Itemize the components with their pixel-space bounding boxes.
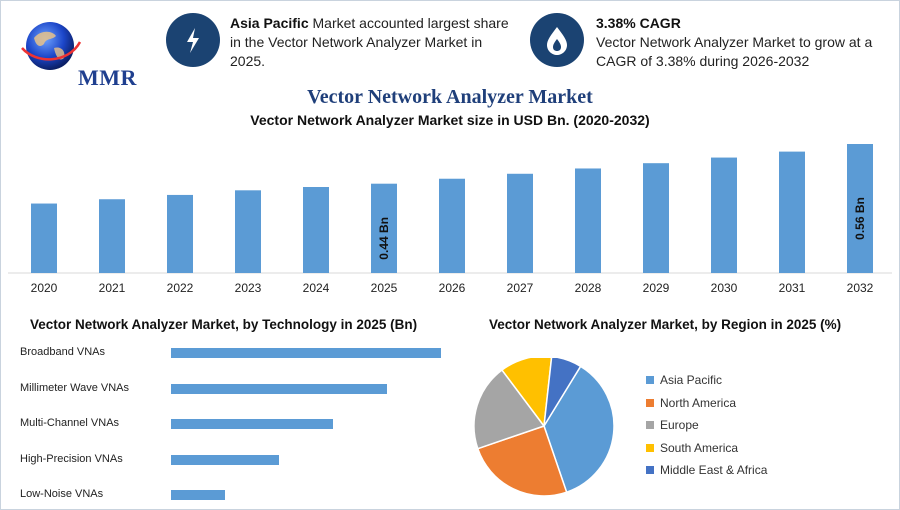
legend-swatch [646,466,654,474]
bar-2024 [303,187,329,273]
legend-label: Middle East & Africa [660,463,768,477]
x-tick-label: 2027 [507,281,534,295]
stat-asia-pacific-bold: Asia Pacific [230,15,309,31]
flame-drop-icon [530,13,584,67]
bar-2023 [235,190,261,273]
bar-chart-title: Vector Network Analyzer Market size in U… [250,112,650,128]
legend-label: North America [660,395,737,410]
pie-slice-europe [473,368,546,450]
technology-bar [171,348,441,358]
bar-2026 [439,178,465,273]
bar-2029 [643,163,669,273]
stat-asia-pacific: Asia Pacific Market accounted largest sh… [230,14,520,71]
legend-label: Europe [660,418,699,432]
stat-cagr-text: Vector Network Analyzer Market to grow a… [596,34,873,69]
bar-2025 [371,183,397,273]
technology-bar [171,454,279,465]
bar-2022 [167,194,193,273]
bar-2030 [711,157,737,273]
technology-category-label: High-Precision VNAs [20,452,123,465]
pie-slice-middle-east-africa [543,358,582,427]
stat-asia-pacific-text: Market accounted largest share in the Ve… [230,15,509,69]
legend-label: South America [660,440,739,455]
x-tick-label: 2026 [439,281,466,295]
technology-category-label: Broadband VNAs [20,346,105,358]
pie-slice-south-america [500,358,553,428]
bar-data-label: 0.44 Bn [377,217,391,260]
pie-slice-north-america [476,425,568,497]
technology-bar [171,490,225,500]
technology-category-label: Millimeter Wave VNAs [20,381,129,394]
bar-2027 [507,173,533,273]
legend-swatch [646,443,654,452]
bar-2020 [31,203,57,273]
technology-bar [171,383,387,394]
x-tick-label: 2023 [235,281,262,295]
x-tick-label: 2020 [31,281,58,295]
stat-cagr: 3.38% CAGR Vector Network Analyzer Marke… [596,14,891,71]
x-tick-label: 2024 [303,281,330,295]
x-tick-label: 2028 [575,281,602,295]
x-tick-label: 2031 [779,281,806,295]
x-tick-label: 2022 [167,281,194,295]
region-chart-title: Vector Network Analyzer Market, by Regio… [489,317,842,332]
bar-2031 [779,151,805,273]
page-title: Vector Network Analyzer Market [307,86,593,108]
x-tick-label: 2025 [371,281,398,295]
technology-category-label: Multi-Channel VNAs [20,417,120,429]
x-tick-label: 2029 [643,281,670,295]
bar-2021 [99,199,125,273]
x-tick-label: 2030 [711,281,738,295]
region-pie-chart [473,358,615,497]
legend-label: Asia Pacific [660,373,723,387]
legend-swatch [646,376,654,384]
technology-category-label: Low-Noise VNAs [20,488,104,500]
legend-swatch [646,421,654,429]
stat-cagr-bold: 3.38% CAGR [596,15,681,31]
x-tick-label: 2021 [99,281,126,295]
bar-2032 [847,144,873,273]
technology-chart-title: Vector Network Analyzer Market, by Techn… [30,317,418,332]
legend-swatch [646,398,654,407]
x-tick-label: 2032 [847,281,874,295]
mmr-logo: MMR [16,18,146,90]
technology-bar [171,419,333,429]
market-size-bar-chart: 2020 2021 2022 2023 2024 2025 0.44 Bn 2026 2027 2… [8,144,892,295]
bar-2028 [575,168,601,273]
globe-icon [21,22,82,70]
bar-data-label: 0.56 Bn [853,197,867,240]
logo-text: MMR [78,65,137,90]
lightning-bolt-icon [166,13,220,67]
